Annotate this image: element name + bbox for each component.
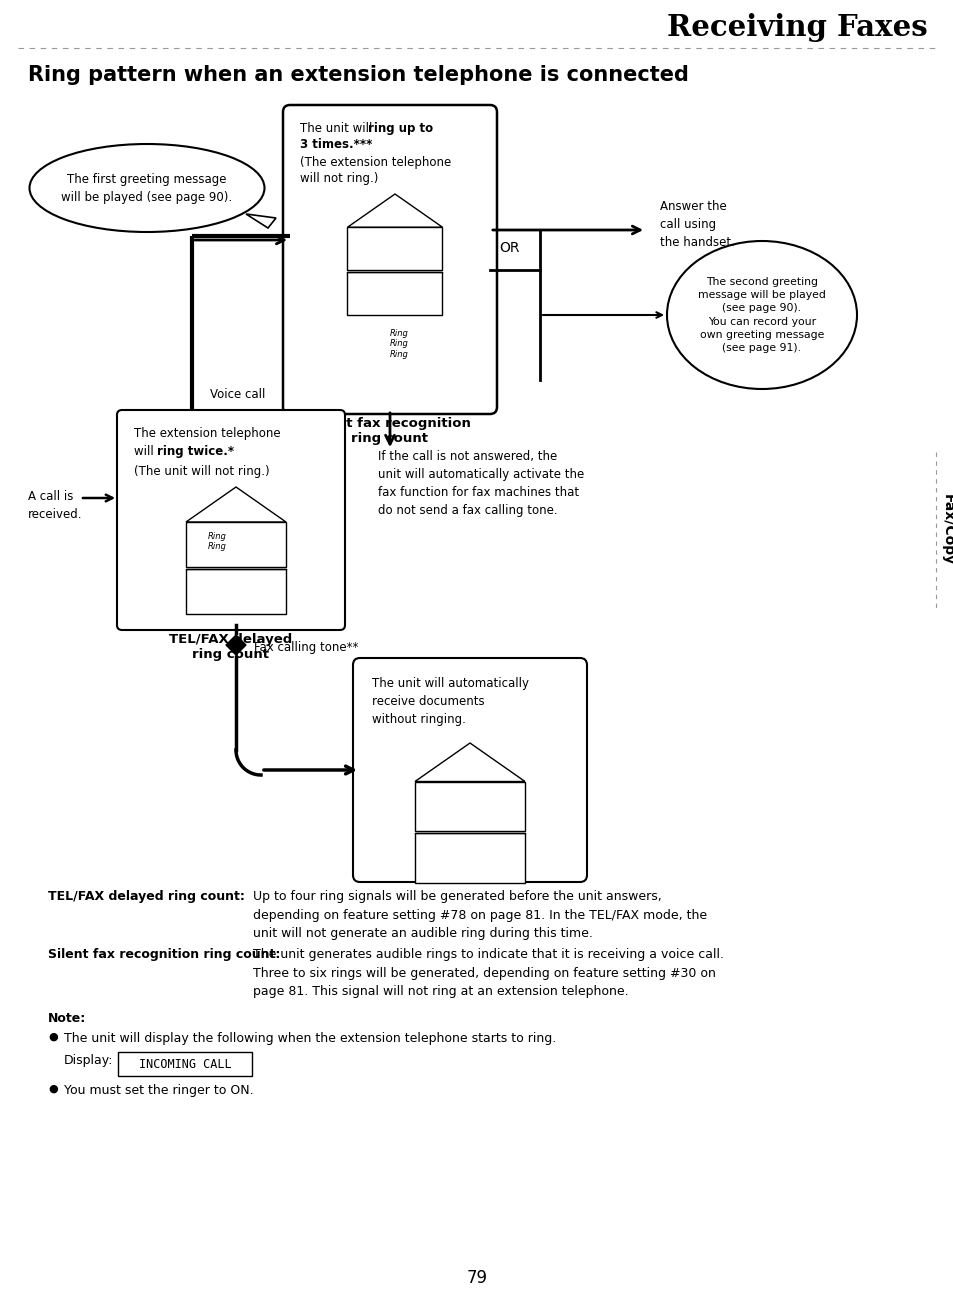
Text: The unit will: The unit will <box>299 122 375 136</box>
FancyBboxPatch shape <box>118 1052 252 1076</box>
Text: OR: OR <box>499 241 519 255</box>
FancyBboxPatch shape <box>347 272 442 315</box>
Polygon shape <box>226 635 246 655</box>
FancyBboxPatch shape <box>186 523 286 567</box>
Text: Silent fax recognition ring count:: Silent fax recognition ring count: <box>48 949 280 962</box>
Text: Fax/Copy: Fax/Copy <box>940 494 953 566</box>
FancyBboxPatch shape <box>415 782 524 831</box>
Text: The unit will automatically
receive documents
without ringing.: The unit will automatically receive docu… <box>372 678 529 726</box>
Text: Silent fax recognition
ring count: Silent fax recognition ring count <box>309 417 471 446</box>
Text: TEL/FAX delayed ring count:: TEL/FAX delayed ring count: <box>48 890 245 903</box>
FancyBboxPatch shape <box>283 106 497 414</box>
Text: The first greeting message
will be played (see page 90).: The first greeting message will be playe… <box>61 172 233 203</box>
FancyBboxPatch shape <box>186 569 286 614</box>
Text: The unit will display the following when the extension telephone starts to ring.: The unit will display the following when… <box>64 1032 556 1045</box>
Text: (The extension telephone: (The extension telephone <box>299 156 451 169</box>
Text: Receiving Faxes: Receiving Faxes <box>666 13 927 43</box>
FancyBboxPatch shape <box>117 410 345 629</box>
Polygon shape <box>246 214 275 228</box>
Text: ●: ● <box>48 1032 58 1042</box>
Text: /: / <box>389 288 411 318</box>
Text: Fax calling tone**: Fax calling tone** <box>253 641 358 654</box>
Text: Note:: Note: <box>48 1012 86 1025</box>
Text: TEL/FAX delayed
ring count: TEL/FAX delayed ring count <box>170 633 293 661</box>
Text: ●: ● <box>48 1084 58 1095</box>
Text: If the call is not answered, the
unit will automatically activate the
fax functi: If the call is not answered, the unit wi… <box>377 450 583 517</box>
FancyBboxPatch shape <box>347 227 442 270</box>
Text: 3 times.***: 3 times.*** <box>299 138 372 151</box>
FancyBboxPatch shape <box>353 658 586 882</box>
FancyBboxPatch shape <box>415 833 524 882</box>
Text: Ring pattern when an extension telephone is connected: Ring pattern when an extension telephone… <box>28 65 688 85</box>
Text: Ring
Ring: Ring Ring <box>208 532 227 551</box>
Text: Up to four ring signals will be generated before the unit answers,
depending on : Up to four ring signals will be generate… <box>253 890 706 939</box>
Text: ring twice.*: ring twice.* <box>157 446 233 457</box>
Text: Display:: Display: <box>64 1054 113 1067</box>
Text: received.: received. <box>28 508 82 521</box>
Text: (The unit will not ring.): (The unit will not ring.) <box>133 465 270 478</box>
Text: The second greeting
message will be played
(see page 90).
You can record your
ow: The second greeting message will be play… <box>698 278 825 353</box>
Text: You must set the ringer to ON.: You must set the ringer to ON. <box>64 1084 253 1097</box>
Text: will not ring.): will not ring.) <box>299 172 378 185</box>
Ellipse shape <box>666 241 856 390</box>
Text: The extension telephone: The extension telephone <box>133 427 280 440</box>
Text: Ring
Ring
Ring: Ring Ring Ring <box>390 330 409 358</box>
Text: will: will <box>133 446 157 457</box>
Ellipse shape <box>30 145 264 232</box>
Text: Voice call: Voice call <box>210 388 265 401</box>
Text: ring up to: ring up to <box>368 122 433 136</box>
Text: 79: 79 <box>466 1269 487 1287</box>
Text: INCOMING CALL: INCOMING CALL <box>138 1058 231 1071</box>
Text: A call is: A call is <box>28 490 73 503</box>
Text: The unit generates audible rings to indicate that it is receiving a voice call.
: The unit generates audible rings to indi… <box>253 949 723 998</box>
Text: Answer the
call using
the handset.: Answer the call using the handset. <box>659 199 734 249</box>
